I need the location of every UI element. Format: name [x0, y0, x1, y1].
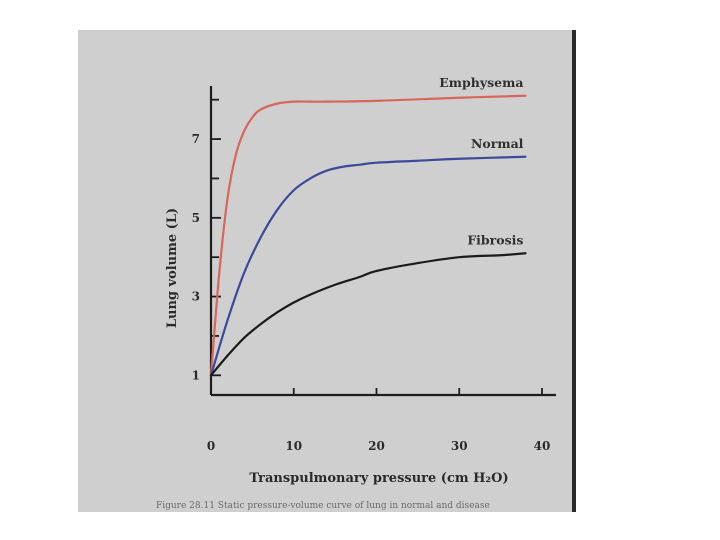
lung-pv-chart: 0 10 20 30 40 1 3 5 7 Emphysema Normal Fibrosis T…: [156, 75, 556, 511]
photo-edge: [572, 30, 576, 512]
x-axis-title: Transpulmonary pressure (cm H₂O): [249, 471, 508, 486]
fibrosis-label: Fibrosis: [467, 232, 523, 247]
y-tick-label: 7: [192, 132, 200, 146]
y-tick-label: 5: [192, 211, 200, 225]
curves: [209, 94, 527, 377]
x-ticks: 0 10 20 30 40: [207, 388, 551, 453]
x-tick-label: 0: [207, 439, 215, 453]
y-ticks: 1 3 5 7: [192, 98, 221, 382]
emphysema-curve: [209, 94, 527, 377]
x-tick-label: 10: [285, 439, 302, 453]
normal-label: Normal: [471, 136, 524, 151]
y-axis-title: Lung volume (L): [165, 208, 180, 328]
y-tick-label: 3: [192, 290, 200, 304]
figure-caption: Figure 28.11 Static pressure-volume curv…: [156, 501, 490, 511]
series-labels: Emphysema Normal Fibrosis: [439, 75, 523, 248]
x-tick-label: 40: [534, 439, 551, 453]
normal-curve: [209, 155, 527, 377]
x-tick-label: 20: [368, 439, 385, 453]
emphysema-label: Emphysema: [439, 75, 523, 90]
y-tick-label: 1: [192, 368, 200, 382]
x-tick-label: 30: [451, 439, 468, 453]
fibrosis-curve: [209, 252, 527, 377]
photo-background: [78, 30, 576, 512]
photo-frame: 0 10 20 30 40 1 3 5 7 Emphysema Normal Fibrosis T…: [78, 30, 576, 512]
